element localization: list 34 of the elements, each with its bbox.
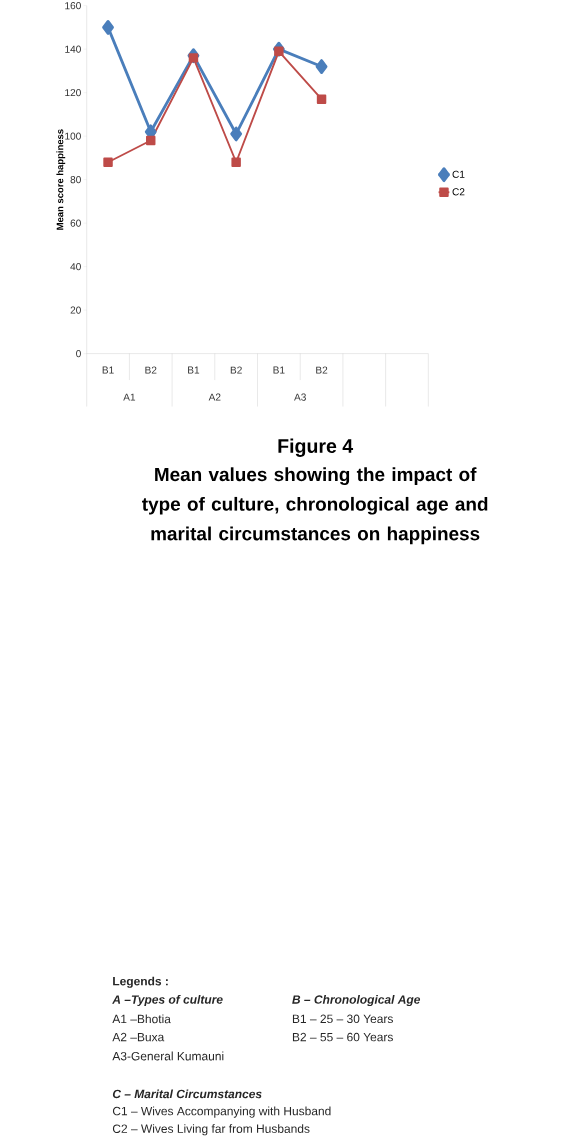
x-tick-label: B1 xyxy=(102,366,114,374)
y-tick-label: 120 xyxy=(65,89,81,97)
y-tick-label: 60 xyxy=(70,219,81,227)
text: Mean values showing the impact of type of culture, chronological age and marital circumstances on happiness xyxy=(141,467,488,545)
text: C2 – Wives Living far from Husbands xyxy=(112,1124,310,1136)
text: Figure 4 xyxy=(278,438,353,457)
text: Legends : xyxy=(113,976,168,988)
text: A1 –Bhotia xyxy=(112,1014,171,1024)
legend-label: C1 xyxy=(452,170,465,178)
text: A3 xyxy=(293,393,306,401)
text: A2 xyxy=(208,393,221,401)
y-tick-label: 40 xyxy=(70,263,81,271)
text: A –Types of culture xyxy=(111,994,223,1007)
x-tick-label: B1 xyxy=(187,366,199,374)
y-tick-label: 140 xyxy=(65,45,81,53)
x-tick-label: B2 xyxy=(145,366,157,374)
legend-label: C2 xyxy=(452,188,465,196)
text: B2 – 55 – 60 Years xyxy=(292,1032,393,1042)
y-tick-label: 80 xyxy=(70,176,81,184)
y-tick-label: 160 xyxy=(65,2,81,10)
text: A2 –Buxa xyxy=(112,1032,165,1042)
text: A1 xyxy=(123,393,135,401)
text: B1 – 25 – 30 Years xyxy=(292,1014,393,1024)
text: C – Marital Circumstances xyxy=(112,1089,262,1099)
text: C1 – Wives Accompanying with Husband xyxy=(112,1106,331,1118)
y-tick-label: 100 xyxy=(65,132,81,140)
y-axis-title: Mean score happiness xyxy=(56,129,66,230)
text: A3-General Kumauni xyxy=(112,1051,224,1061)
y-tick-label: 20 xyxy=(70,306,81,314)
y-tick-label: 0 xyxy=(75,350,81,358)
x-tick-label: B2 xyxy=(230,366,242,374)
x-tick-label: B2 xyxy=(316,366,328,374)
x-tick-label: B1 xyxy=(273,366,285,374)
text: B – Chronological Age xyxy=(292,994,420,1007)
